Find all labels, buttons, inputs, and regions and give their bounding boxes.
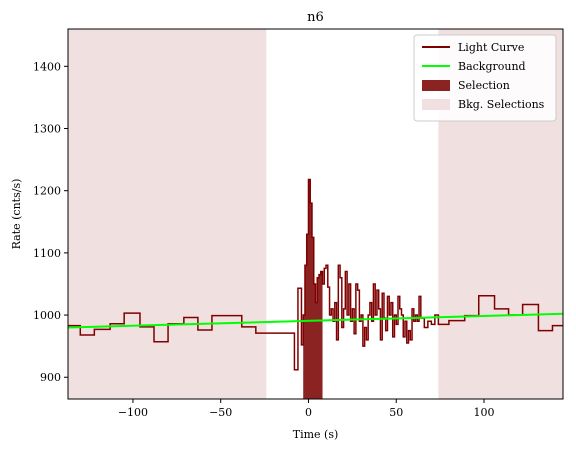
x-tick-label: 0 — [305, 406, 312, 419]
x-tick-label: −50 — [209, 406, 232, 419]
y-tick-label: 1400 — [33, 60, 61, 73]
y-axis-label: Rate (cnts/s) — [10, 179, 23, 250]
x-axis-label: Time (s) — [293, 428, 339, 441]
x-tick-label: −100 — [118, 406, 148, 419]
bkg-selection-region — [68, 29, 267, 399]
x-tick-label: 100 — [474, 406, 495, 419]
y-tick-label: 900 — [40, 371, 61, 384]
legend-bkg-selections-label: Bkg. Selections — [458, 98, 545, 111]
chart-title: n6 — [307, 10, 324, 25]
y-tick-label: 1300 — [33, 122, 61, 135]
y-axis-ticks: 900 1000 1100 1200 1300 1400 — [33, 60, 68, 384]
y-tick-label: 1100 — [33, 247, 61, 260]
y-tick-label: 1000 — [33, 309, 61, 322]
background-line — [67, 312, 564, 329]
y-tick-label: 1200 — [33, 185, 61, 198]
light-curve-line — [68, 178, 563, 371]
legend-background-label: Background — [458, 60, 526, 73]
axes-frame — [67, 28, 564, 400]
background-layer — [67, 312, 564, 329]
legend-selection-swatch — [422, 80, 450, 91]
legend-selection-label: Selection — [458, 79, 510, 92]
legend-bkg-selections-swatch — [422, 99, 450, 110]
x-tick-label: 50 — [389, 406, 403, 419]
light-curve-layer — [68, 178, 563, 371]
legend: Light Curve Background Selection Bkg. Se… — [413, 34, 557, 122]
legend-light-curve-label: Light Curve — [458, 41, 524, 54]
x-axis-ticks: −100 −50 0 50 100 — [118, 399, 495, 419]
